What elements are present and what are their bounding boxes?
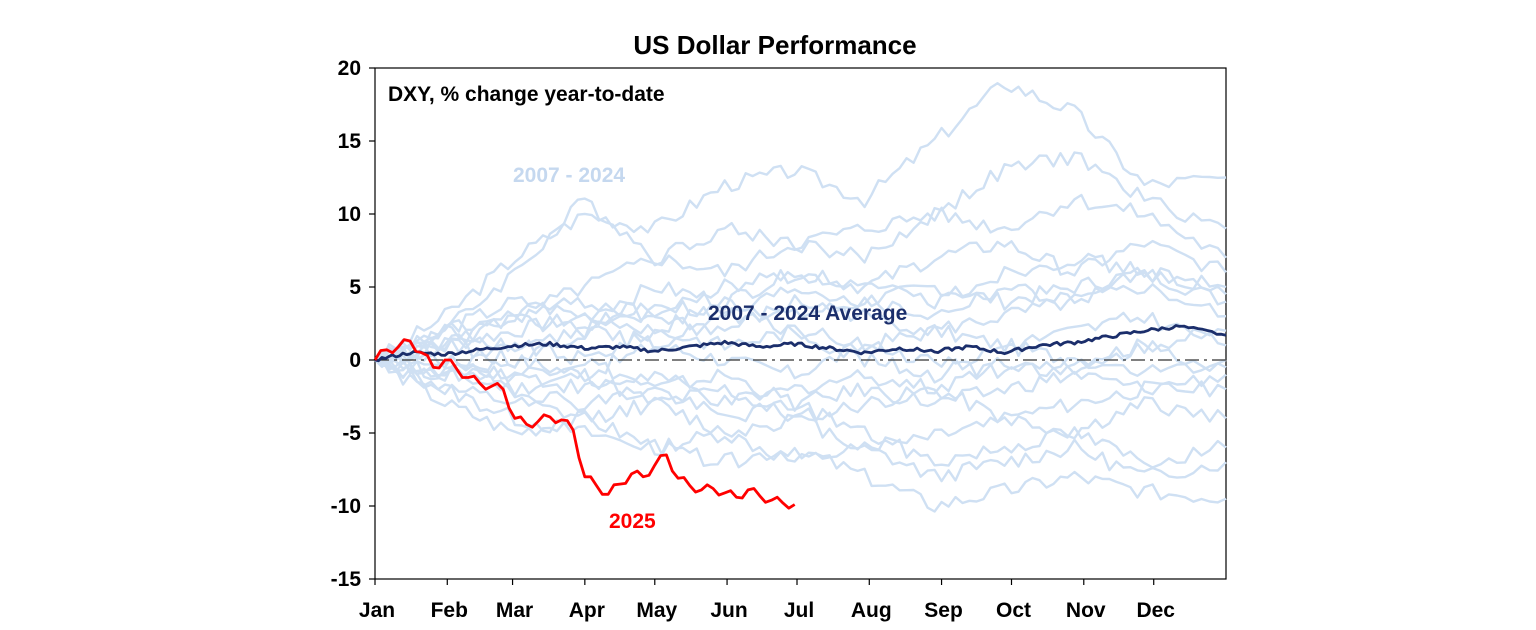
- current-line: [373, 338, 796, 510]
- y-axis: 20 15 10 5 0 -5 -10 -15: [331, 57, 375, 591]
- history-series-label: 2007 - 2024: [513, 164, 625, 187]
- history-series-group: [374, 82, 1227, 513]
- history-line: [374, 358, 1227, 483]
- y-tick-label: 15: [338, 130, 362, 153]
- average-series-label: 2007 - 2024 Average: [708, 302, 907, 325]
- x-tick-label: Dec: [1136, 599, 1175, 622]
- chart-title: US Dollar Performance: [633, 30, 916, 60]
- history-line: [374, 324, 1227, 383]
- x-tick-label: Nov: [1066, 599, 1106, 622]
- current-series-label: 2025: [609, 510, 656, 533]
- history-line: [374, 283, 1227, 362]
- history-line: [374, 193, 1227, 361]
- x-tick-label: Mar: [496, 599, 533, 622]
- chart-annotation: DXY, % change year-to-date: [388, 83, 665, 106]
- history-line: [374, 252, 1227, 361]
- history-line: [374, 266, 1227, 365]
- y-tick-label: -15: [331, 568, 362, 591]
- y-tick-label: 10: [338, 203, 361, 226]
- history-line: [374, 357, 1227, 452]
- current-series-group: [373, 338, 796, 510]
- x-tick-label: Sep: [924, 599, 963, 622]
- x-tick-label: Jun: [710, 599, 747, 622]
- y-tick-label: 20: [338, 57, 361, 80]
- history-line: [374, 82, 1227, 362]
- x-tick-label: Jan: [359, 599, 395, 622]
- y-tick-label: -10: [331, 495, 361, 518]
- x-tick-label: May: [636, 599, 677, 622]
- history-line: [374, 357, 1227, 412]
- y-tick-label: 0: [349, 349, 361, 372]
- history-line: [374, 311, 1227, 384]
- plot-area: [374, 67, 1227, 580]
- history-line: [374, 340, 1227, 407]
- x-tick-label: Feb: [431, 599, 468, 622]
- x-tick-label: Jul: [784, 599, 814, 622]
- history-line: [374, 359, 1227, 513]
- x-tick-label: Oct: [996, 599, 1031, 622]
- history-line: [374, 239, 1227, 361]
- average-series-group: [374, 324, 1227, 363]
- y-tick-label: -5: [342, 422, 361, 445]
- x-tick-label: Aug: [851, 599, 892, 622]
- x-tick-label: Apr: [569, 599, 605, 622]
- average-line: [374, 324, 1227, 363]
- x-axis: Jan Feb Mar Apr May Jun Jul Aug Sep Oct Nov Dec: [359, 579, 1175, 622]
- y-tick-label: 5: [349, 276, 361, 299]
